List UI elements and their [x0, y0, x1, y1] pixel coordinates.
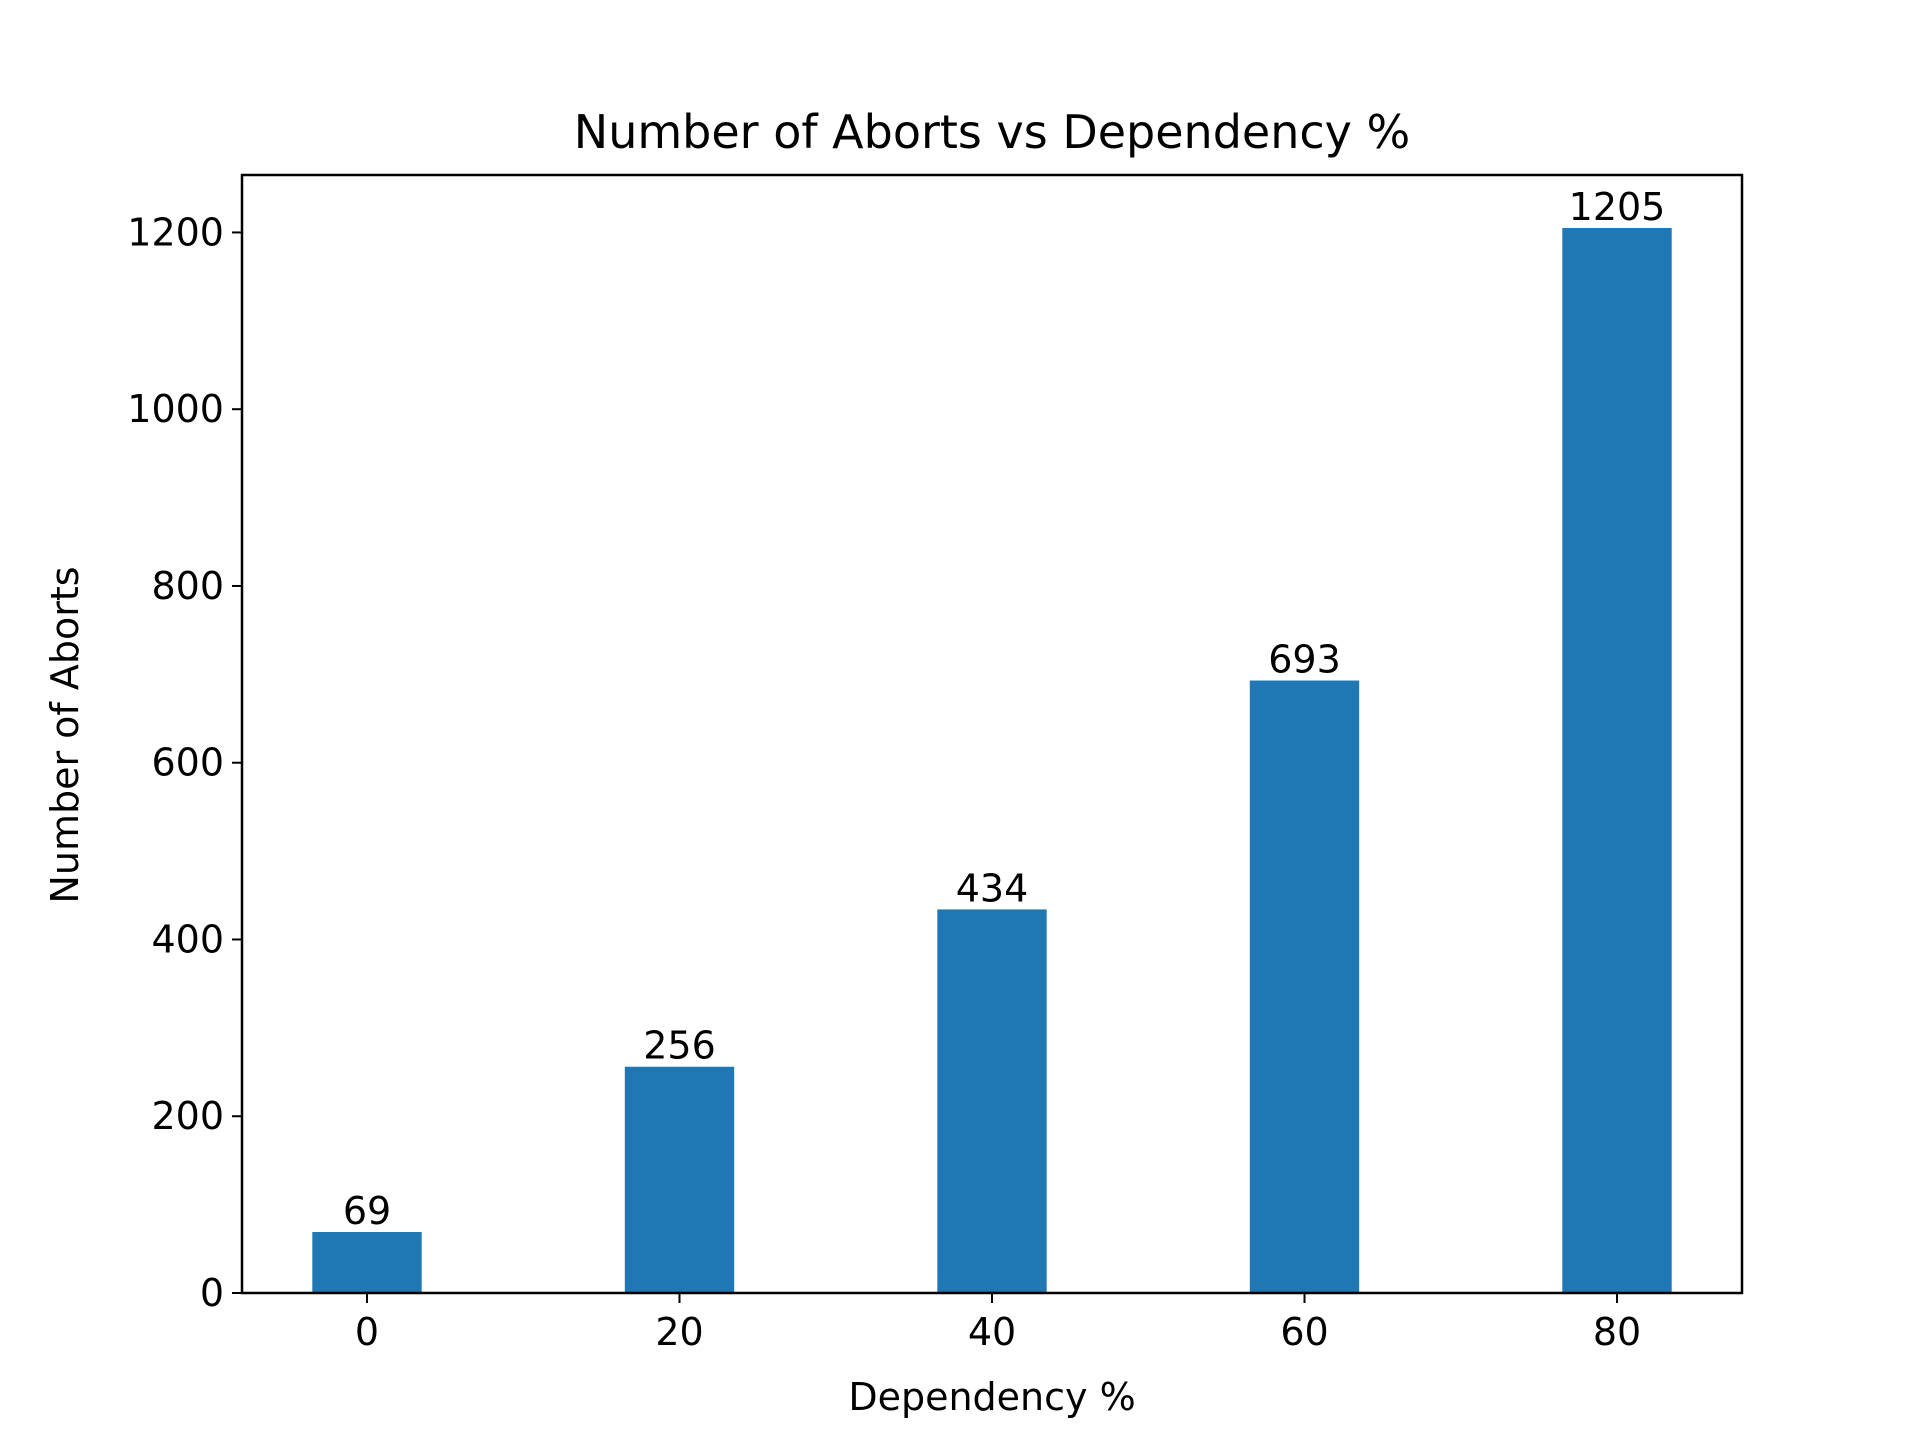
- y-tick-label-200: 200: [151, 1094, 224, 1138]
- bar-value-label-40: 434: [956, 866, 1029, 910]
- y-tick-label-400: 400: [151, 917, 224, 961]
- plot-frame: [240, 173, 1744, 1295]
- ticks-layer: 0 200 400 600 800 1000 1200 0 20 40 60 80: [127, 210, 1641, 1354]
- bars-layer: [312, 228, 1672, 1293]
- x-tick-label-80: 80: [1593, 1310, 1641, 1354]
- bar-0: [312, 1232, 422, 1293]
- y-tick-label-1000: 1000: [127, 387, 224, 431]
- x-tick-label-0: 0: [355, 1310, 379, 1354]
- x-tick-label-20: 20: [655, 1310, 703, 1354]
- chart-title: Number of Aborts vs Dependency %: [574, 105, 1410, 159]
- x-tick-label-60: 60: [1280, 1310, 1328, 1354]
- bar-value-label-0: 69: [343, 1189, 391, 1233]
- x-tick-label-40: 40: [968, 1310, 1016, 1354]
- bar-value-label-60: 693: [1268, 638, 1341, 682]
- bar-40: [937, 909, 1047, 1293]
- x-axis-label: Dependency %: [848, 1375, 1135, 1419]
- bar-labels-layer: 69 256 434 693 1205: [343, 185, 1666, 1233]
- y-tick-label-0: 0: [200, 1271, 224, 1315]
- bar-80: [1562, 228, 1672, 1293]
- y-tick-label-800: 800: [151, 564, 224, 608]
- bar-20: [624, 1066, 735, 1293]
- y-axis-label: Number of Aborts: [43, 566, 87, 903]
- y-tick-label-600: 600: [151, 741, 224, 785]
- y-tick-label-1200: 1200: [127, 210, 224, 254]
- bar-value-label-20: 256: [643, 1024, 716, 1068]
- bar-60: [1249, 680, 1360, 1293]
- bar-value-label-80: 1205: [1569, 185, 1666, 229]
